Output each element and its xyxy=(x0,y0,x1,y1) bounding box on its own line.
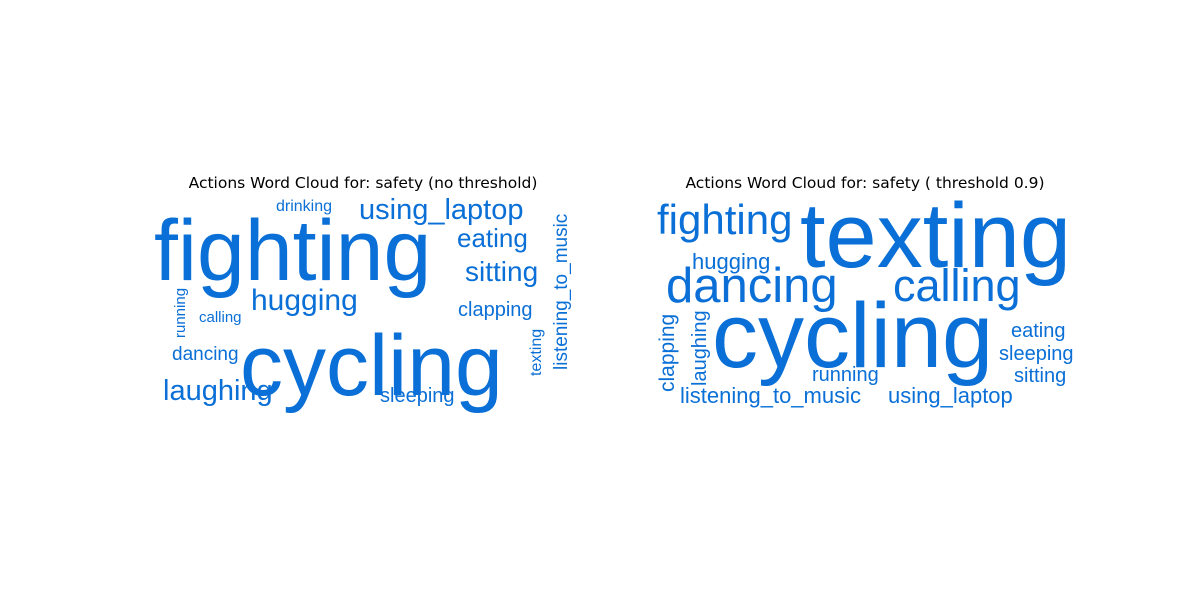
word-drinking: drinking xyxy=(276,198,332,215)
word-sleeping: sleeping xyxy=(380,385,455,407)
word-sleeping: sleeping xyxy=(999,343,1074,365)
word-eating: eating xyxy=(1011,320,1066,342)
word-cloud-panel-threshold: Actions Word Cloud for: safety ( thresho… xyxy=(650,170,1080,420)
word-cycling: cycling xyxy=(240,318,503,414)
word-clapping: clapping xyxy=(458,299,533,321)
word-running: running xyxy=(172,288,189,338)
word-listening-to-music: listening_to_music xyxy=(680,383,861,408)
word-fighting: fighting xyxy=(154,203,431,299)
word-using-laptop: using_laptop xyxy=(359,194,523,226)
word-texting: texting xyxy=(528,329,545,376)
word-hugging: hugging xyxy=(692,249,770,274)
chart-title: Actions Word Cloud for: safety (no thres… xyxy=(188,174,538,192)
word-running: running xyxy=(812,364,879,386)
word-cycling: cycling xyxy=(712,285,993,387)
word-laughing: laughing xyxy=(689,310,711,386)
word-hugging: hugging xyxy=(251,284,358,317)
word-dancing: dancing xyxy=(172,344,239,365)
word-dancing: dancing xyxy=(666,259,838,313)
word-texting: texting xyxy=(800,185,1071,287)
word-sitting: sitting xyxy=(465,256,538,287)
word-using-laptop: using_laptop xyxy=(888,383,1013,408)
word-eating: eating xyxy=(457,223,528,253)
chart-title: Actions Word Cloud for: safety ( thresho… xyxy=(685,174,1045,192)
word-listening-to-music: listening_to_music xyxy=(551,214,572,370)
word-calling: calling xyxy=(199,309,242,326)
word-sitting: sitting xyxy=(1014,365,1066,387)
word-laughing: laughing xyxy=(163,375,273,407)
word-cloud-panel-no-threshold: Actions Word Cloud for: safety (no thres… xyxy=(148,170,578,420)
word-clapping: clapping xyxy=(656,314,679,392)
word-calling: calling xyxy=(893,260,1021,311)
word-fighting: fighting xyxy=(657,196,792,243)
